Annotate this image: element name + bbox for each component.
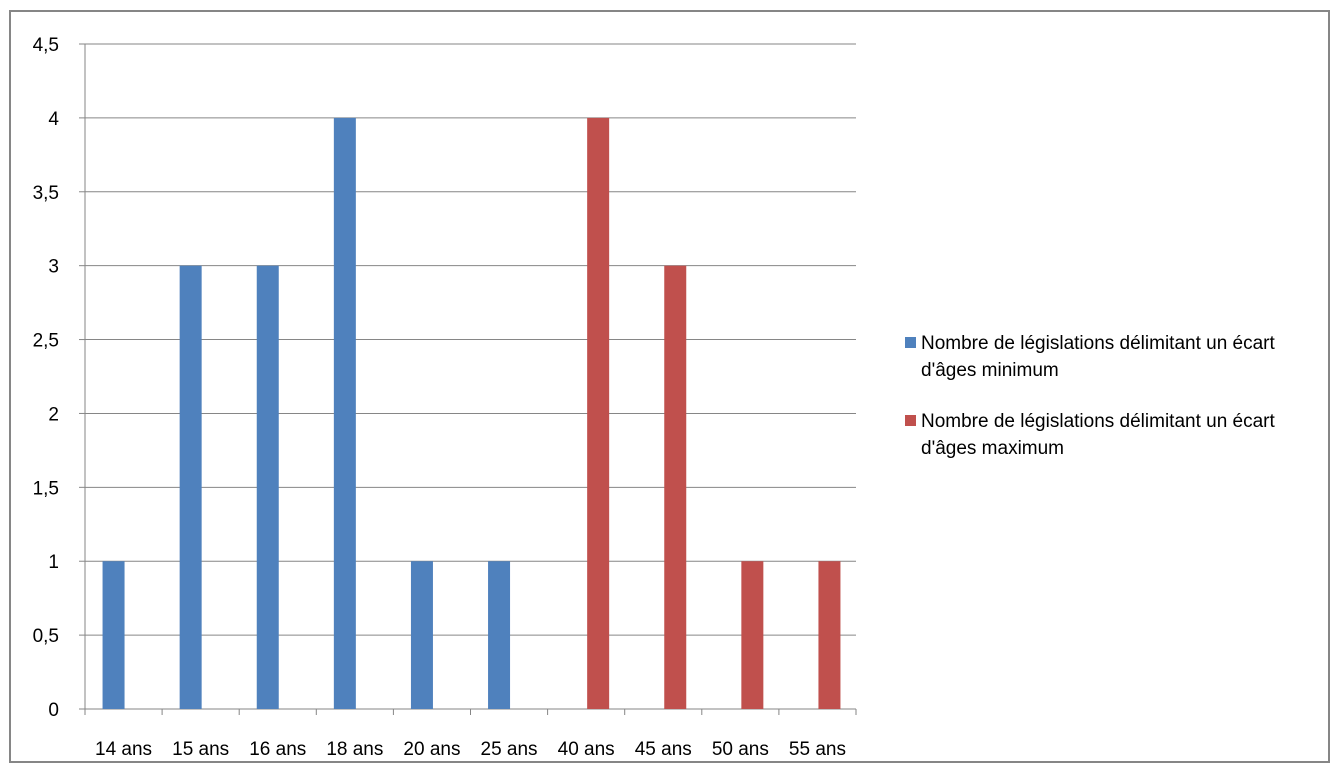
x-tick-label: 50 ans (712, 739, 769, 760)
y-tick-label: 0 (48, 700, 59, 721)
y-tick-label: 4 (48, 109, 59, 130)
bar-maximum (818, 561, 841, 709)
legend: Nombre de législations délimitant un éca… (905, 330, 1325, 486)
y-tick-label: 2,5 (33, 331, 59, 352)
y-tick-label: 1 (48, 552, 59, 573)
y-tick-label: 0,5 (33, 626, 59, 647)
x-tick-label: 16 ans (249, 739, 306, 760)
legend-item-minimum: Nombre de législations délimitant un éca… (905, 330, 1325, 384)
bar-maximum (587, 117, 610, 709)
legend-swatch-maximum (905, 415, 916, 426)
legend-label-maximum: Nombre de législations délimitant un éca… (921, 411, 1275, 459)
x-tick-label: 55 ans (789, 739, 846, 760)
bar-maximum (741, 561, 764, 709)
bar-minimum (102, 561, 125, 709)
x-tick-label: 25 ans (481, 739, 538, 760)
x-tick-label: 14 ans (95, 739, 152, 760)
y-tick-label: 1,5 (33, 478, 59, 499)
x-tick-label: 20 ans (403, 739, 460, 760)
legend-label-minimum: Nombre de législations délimitant un éca… (921, 333, 1275, 381)
x-tick-label: 15 ans (172, 739, 229, 760)
bar-minimum (256, 265, 279, 709)
y-tick-label: 4,5 (33, 35, 59, 56)
y-tick-label: 3 (48, 257, 59, 278)
x-tick-label: 40 ans (558, 739, 615, 760)
bar-minimum (488, 561, 511, 709)
y-tick-label: 2 (48, 404, 59, 425)
bar-minimum (179, 265, 202, 709)
bar-minimum (333, 117, 356, 709)
bar-maximum (664, 265, 687, 709)
x-tick-label: 45 ans (635, 739, 692, 760)
legend-item-maximum: Nombre de législations délimitant un éca… (905, 408, 1325, 462)
legend-swatch-minimum (905, 337, 916, 348)
x-tick-label: 18 ans (326, 739, 383, 760)
bar-minimum (410, 561, 433, 709)
y-tick-label: 3,5 (33, 183, 59, 204)
